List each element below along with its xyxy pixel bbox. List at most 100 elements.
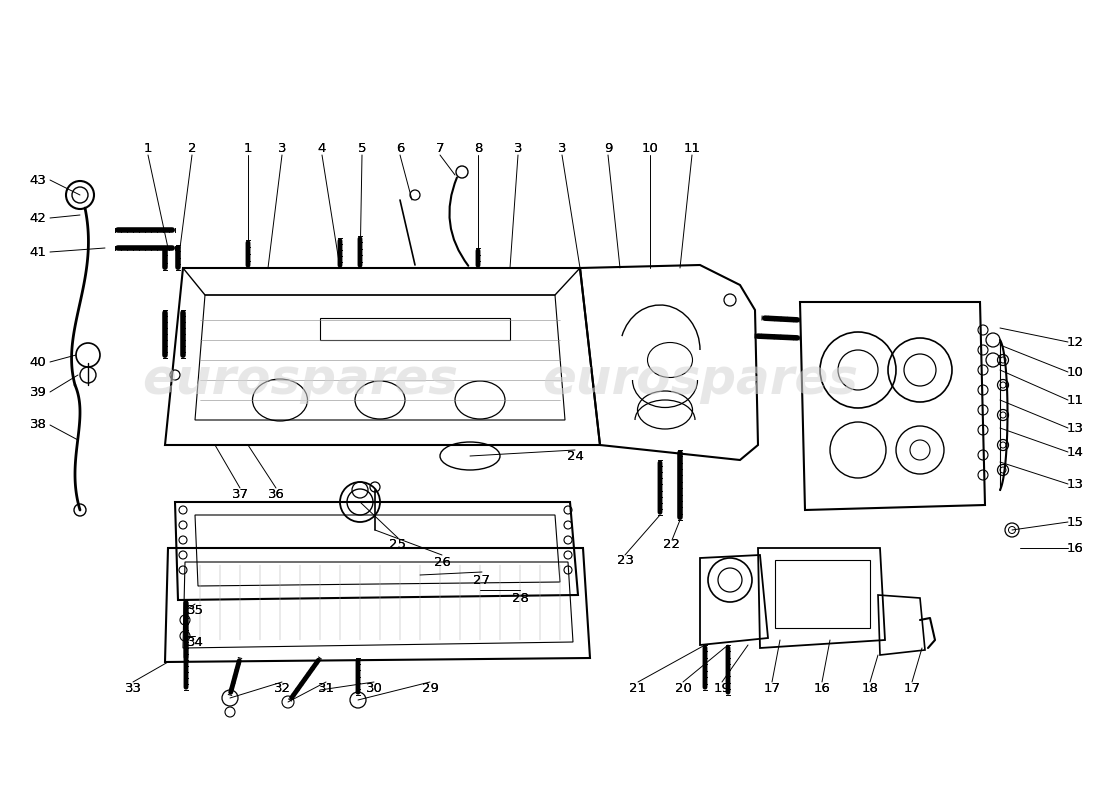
Text: 15: 15 — [1067, 515, 1084, 529]
Text: 7: 7 — [436, 142, 444, 154]
Text: 38: 38 — [30, 418, 46, 431]
Text: 39: 39 — [30, 386, 46, 398]
Text: 9: 9 — [604, 142, 613, 154]
Text: 10: 10 — [641, 142, 659, 154]
Text: 26: 26 — [433, 555, 450, 569]
Text: 32: 32 — [274, 682, 290, 694]
Text: 3: 3 — [277, 142, 286, 154]
Text: 34: 34 — [187, 635, 204, 649]
Text: 11: 11 — [1067, 394, 1084, 406]
Text: 14: 14 — [1067, 446, 1084, 458]
Text: 28: 28 — [512, 591, 528, 605]
Text: 39: 39 — [30, 386, 46, 398]
Text: 9: 9 — [604, 142, 613, 154]
Text: 28: 28 — [512, 591, 528, 605]
Text: 17: 17 — [903, 682, 921, 694]
Text: 3: 3 — [514, 142, 522, 154]
Text: 8: 8 — [474, 142, 482, 154]
Text: 6: 6 — [396, 142, 404, 154]
Text: 7: 7 — [436, 142, 444, 154]
Text: 3: 3 — [277, 142, 286, 154]
Bar — [776, 560, 870, 628]
Text: 36: 36 — [267, 487, 285, 501]
Text: 6: 6 — [396, 142, 404, 154]
Text: 29: 29 — [421, 682, 439, 694]
Text: 16: 16 — [1067, 542, 1084, 554]
Text: 4: 4 — [318, 142, 327, 154]
Text: 13: 13 — [1067, 478, 1084, 490]
Text: 31: 31 — [318, 682, 334, 694]
Text: 10: 10 — [1067, 366, 1084, 378]
Text: 17: 17 — [763, 682, 781, 694]
Text: 16: 16 — [814, 682, 830, 694]
Text: 27: 27 — [473, 574, 491, 586]
Text: 22: 22 — [663, 538, 681, 551]
Bar — [320, 318, 510, 340]
Text: 21: 21 — [629, 682, 647, 694]
Text: 13: 13 — [1067, 478, 1084, 490]
Text: eurospares: eurospares — [542, 356, 858, 404]
Text: 41: 41 — [30, 246, 46, 258]
Text: 24: 24 — [566, 450, 583, 462]
Text: 14: 14 — [1067, 446, 1084, 458]
Text: 40: 40 — [30, 355, 46, 369]
Text: 12: 12 — [1067, 335, 1084, 349]
Text: 22: 22 — [663, 538, 681, 551]
Text: 11: 11 — [1067, 394, 1084, 406]
Text: 41: 41 — [30, 246, 46, 258]
Text: 19: 19 — [714, 682, 730, 694]
Text: 18: 18 — [861, 682, 879, 694]
Text: 13: 13 — [1067, 422, 1084, 434]
Text: 42: 42 — [30, 211, 46, 225]
Text: 36: 36 — [267, 487, 285, 501]
Text: 25: 25 — [389, 538, 407, 551]
Text: 35: 35 — [187, 603, 204, 617]
Text: 20: 20 — [674, 682, 692, 694]
Text: 33: 33 — [124, 682, 142, 694]
Text: 30: 30 — [365, 682, 383, 694]
Text: 10: 10 — [1067, 366, 1084, 378]
Text: 43: 43 — [30, 174, 46, 186]
Text: 20: 20 — [674, 682, 692, 694]
Text: 21: 21 — [629, 682, 647, 694]
Text: 3: 3 — [514, 142, 522, 154]
Text: 1: 1 — [144, 142, 152, 154]
Text: 16: 16 — [814, 682, 830, 694]
Text: 4: 4 — [318, 142, 327, 154]
Text: 25: 25 — [389, 538, 407, 551]
Text: 3: 3 — [558, 142, 566, 154]
Text: 18: 18 — [861, 682, 879, 694]
Text: 23: 23 — [616, 554, 634, 566]
Text: 15: 15 — [1067, 515, 1084, 529]
Text: 16: 16 — [1067, 542, 1084, 554]
Text: 10: 10 — [641, 142, 659, 154]
Text: 8: 8 — [474, 142, 482, 154]
Text: 30: 30 — [365, 682, 383, 694]
Text: 27: 27 — [473, 574, 491, 586]
Text: 42: 42 — [30, 211, 46, 225]
Text: 32: 32 — [274, 682, 290, 694]
Text: eurospares: eurospares — [142, 356, 458, 404]
Text: 1: 1 — [244, 142, 252, 154]
Text: 3: 3 — [558, 142, 566, 154]
Text: 33: 33 — [124, 682, 142, 694]
Text: 17: 17 — [903, 682, 921, 694]
Text: 5: 5 — [358, 142, 366, 154]
Text: 31: 31 — [318, 682, 334, 694]
Text: 38: 38 — [30, 418, 46, 431]
Text: 11: 11 — [683, 142, 701, 154]
Text: 2: 2 — [188, 142, 196, 154]
Text: 43: 43 — [30, 174, 46, 186]
Text: 11: 11 — [683, 142, 701, 154]
Text: 5: 5 — [358, 142, 366, 154]
Text: 37: 37 — [231, 487, 249, 501]
Text: 29: 29 — [421, 682, 439, 694]
Text: 19: 19 — [714, 682, 730, 694]
Text: 23: 23 — [616, 554, 634, 566]
Text: 35: 35 — [187, 603, 204, 617]
Text: 24: 24 — [566, 450, 583, 462]
Text: 37: 37 — [231, 487, 249, 501]
Text: 1: 1 — [144, 142, 152, 154]
Text: 2: 2 — [188, 142, 196, 154]
Text: 17: 17 — [763, 682, 781, 694]
